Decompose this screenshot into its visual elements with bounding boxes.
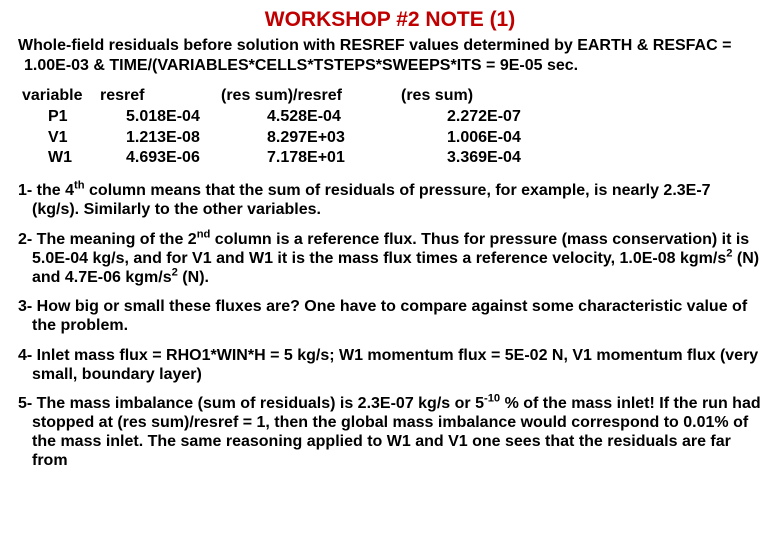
table-row: P1 5.018E-04 4.528E-04 2.272E-07 — [18, 107, 762, 128]
cell-var: V1 — [18, 128, 126, 149]
notes-block: 1- the 4th column means that the sum of … — [18, 181, 762, 470]
intro-text: Whole-field residuals before solution wi… — [18, 36, 762, 76]
table-header-row: variable resref (res sum)/resref (res su… — [18, 86, 762, 107]
col-variable: variable — [18, 86, 100, 107]
note-2: 2- The meaning of the 2nd column is a re… — [18, 230, 762, 288]
slide: WORKSHOP #2 NOTE (1) Whole-field residua… — [0, 0, 780, 489]
cell-sum: 2.272E-07 — [447, 107, 597, 128]
cell-sum: 1.006E-04 — [447, 128, 597, 149]
col-sum: (res sum) — [401, 86, 551, 107]
cell-resref: 5.018E-04 — [126, 107, 241, 128]
col-resref: resref — [100, 86, 215, 107]
cell-sum: 3.369E-04 — [447, 148, 597, 169]
note-1: 1- the 4th column means that the sum of … — [18, 181, 762, 219]
cell-ratio: 8.297E+03 — [241, 128, 447, 149]
table-row: V1 1.213E-08 8.297E+03 1.006E-04 — [18, 128, 762, 149]
cell-ratio: 7.178E+01 — [241, 148, 447, 169]
cell-ratio: 4.528E-04 — [241, 107, 447, 128]
cell-resref: 1.213E-08 — [126, 128, 241, 149]
residuals-table: variable resref (res sum)/resref (res su… — [18, 86, 762, 169]
note-5: 5- The mass imbalance (sum of residuals)… — [18, 394, 762, 471]
slide-title: WORKSHOP #2 NOTE (1) — [18, 8, 762, 32]
note-4: 4- Inlet mass flux = RHO1*WIN*H = 5 kg/s… — [18, 346, 762, 384]
note-3: 3- How big or small these fluxes are? On… — [18, 297, 762, 335]
cell-var: P1 — [18, 107, 126, 128]
table-row: W1 4.693E-06 7.178E+01 3.369E-04 — [18, 148, 762, 169]
col-ratio: (res sum)/resref — [215, 86, 401, 107]
cell-resref: 4.693E-06 — [126, 148, 241, 169]
cell-var: W1 — [18, 148, 126, 169]
